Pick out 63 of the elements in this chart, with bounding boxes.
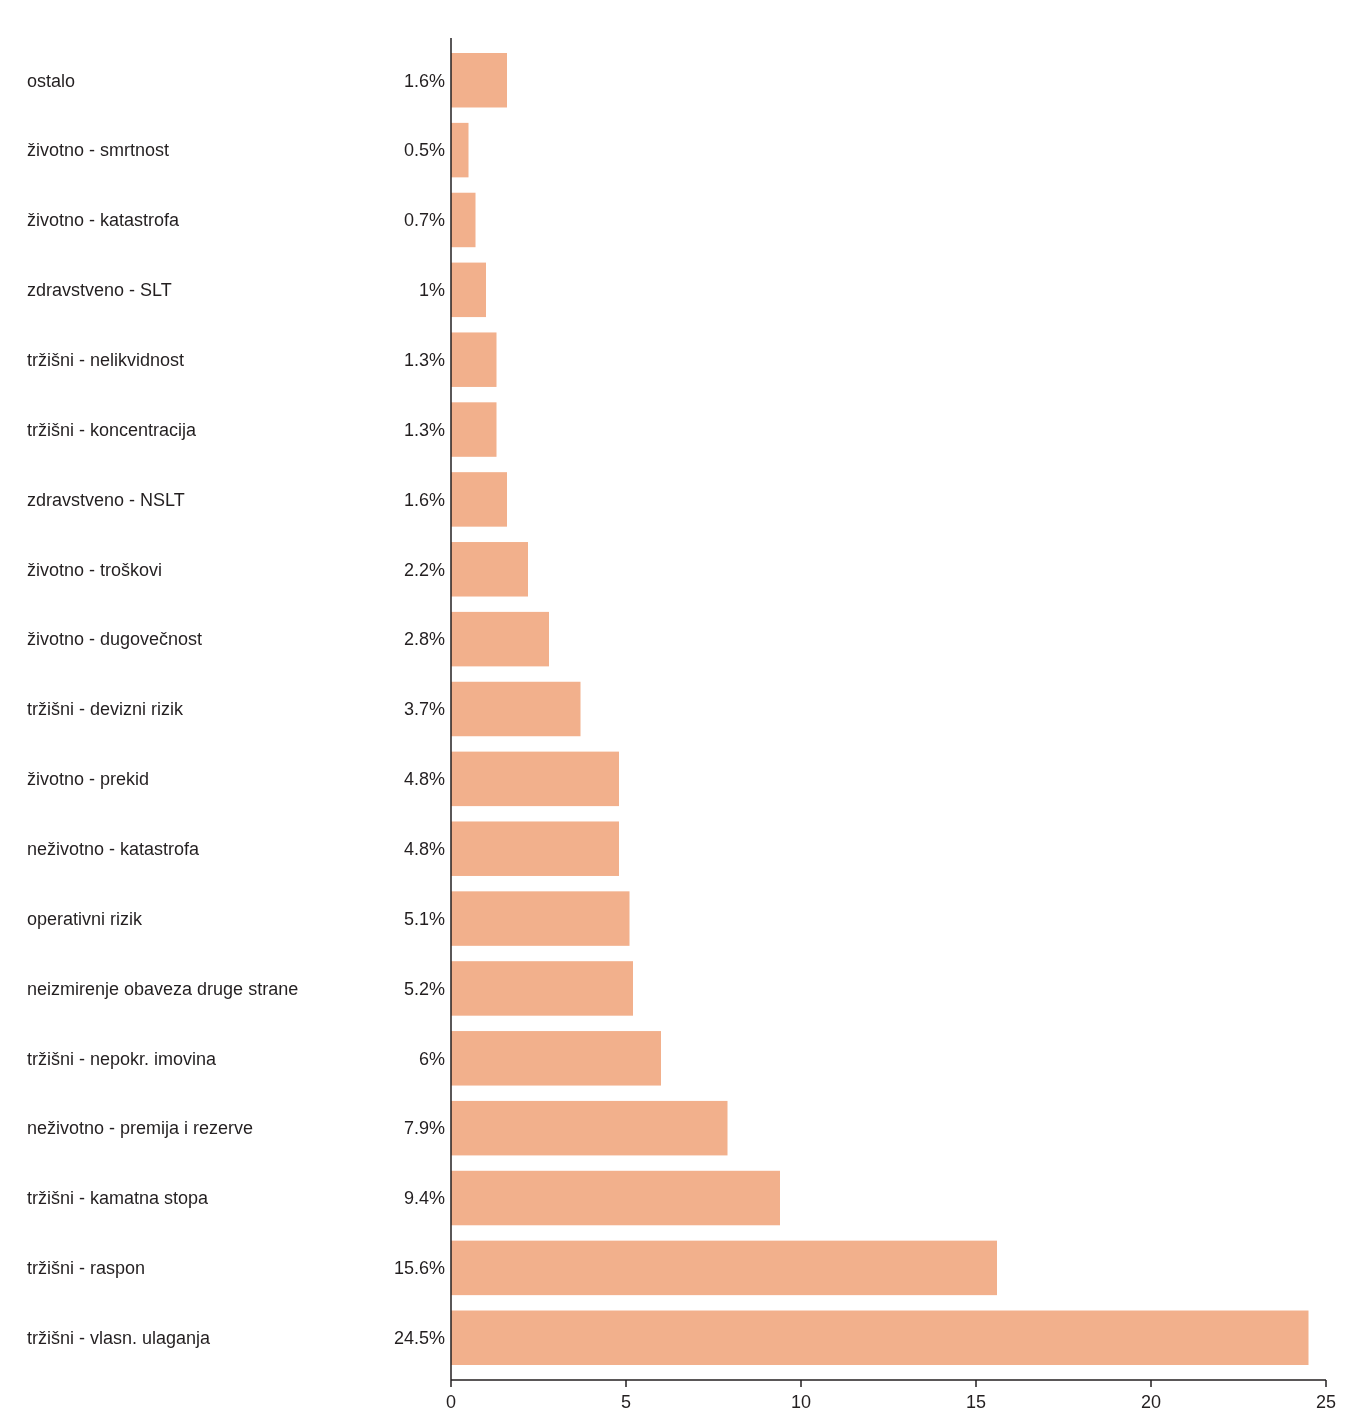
y-tick-label: tržišni - vlasn. ulaganja	[27, 1328, 212, 1349]
data-label: 4.8%	[403, 839, 445, 860]
data-label: 9.4%	[403, 1188, 445, 1209]
data-label: 0.5%	[403, 140, 445, 161]
y-tick-label: tržišni - raspon	[27, 1258, 146, 1279]
bar	[451, 332, 497, 387]
data-label: 1.6%	[403, 489, 445, 510]
bar	[451, 611, 549, 667]
data-label: 15.6%	[393, 1258, 445, 1279]
bar	[451, 472, 507, 527]
bar	[451, 891, 630, 946]
y-tick-label: zdravstveno - NSLT	[27, 489, 185, 510]
y-tick-label: tržišni - nepokr. imovina	[27, 1048, 218, 1069]
x-tick-label: 15	[965, 1392, 987, 1412]
y-tick-label: tržišni - koncentracija	[27, 419, 198, 440]
data-label: 5.1%	[403, 908, 445, 929]
y-tick-label: životno - prekid	[27, 769, 150, 790]
x-tick-label: 10	[790, 1392, 812, 1412]
y-tick-label: životno - dugovečnost	[27, 629, 203, 650]
bar	[451, 1240, 997, 1296]
data-label: 7.9%	[403, 1118, 445, 1139]
bar	[451, 1310, 1309, 1365]
data-label: 1.3%	[403, 419, 445, 440]
y-tick-label: tržišni - nelikvidnost	[27, 349, 185, 370]
x-tick-label: 0	[445, 1392, 457, 1412]
y-tick-label: zdravstveno - SLT	[27, 280, 172, 301]
bar	[451, 821, 619, 876]
y-tick-label: tržišni - devizni rizik	[27, 699, 185, 720]
bar	[451, 751, 619, 807]
bar	[451, 961, 633, 1016]
y-tick-label: neživotno - katastrofa	[27, 839, 201, 860]
bar	[451, 681, 581, 737]
data-label: 1%	[418, 280, 445, 301]
bar	[451, 1170, 780, 1226]
y-tick-label: operativni rizik	[27, 908, 144, 929]
y-tick-label: neizmirenje obaveza druge strane	[27, 978, 299, 999]
bar	[451, 402, 497, 457]
y-tick-label: neživotno - premija i rezerve	[27, 1118, 254, 1139]
bar	[451, 122, 469, 178]
data-label: 4.8%	[403, 769, 445, 790]
data-label: 1.6%	[403, 70, 445, 91]
y-tick-label: tržišni - kamatna stopa	[27, 1188, 210, 1209]
data-label: 1.3%	[403, 349, 445, 370]
data-label: 5.2%	[403, 978, 445, 999]
bar	[451, 262, 486, 318]
data-label: 0.7%	[403, 210, 445, 231]
data-label: 3.7%	[403, 699, 445, 720]
data-label: 24.5%	[393, 1328, 445, 1349]
bar	[451, 192, 476, 248]
x-tick-label: 5	[620, 1392, 632, 1412]
x-tick-label: 25	[1315, 1392, 1337, 1412]
data-label: 6%	[418, 1048, 445, 1069]
y-tick-label: životno - troškovi	[27, 559, 163, 580]
bar	[451, 1100, 728, 1156]
y-tick-label: ostalo	[27, 70, 76, 91]
bar	[451, 1031, 661, 1086]
y-tick-label: životno - smrtnost	[27, 140, 170, 161]
x-tick-label: 20	[1140, 1392, 1162, 1412]
y-tick-label: životno - katastrofa	[27, 210, 181, 231]
bar	[451, 53, 507, 108]
bar	[451, 542, 528, 597]
data-label: 2.2%	[403, 559, 445, 580]
data-label: 2.8%	[403, 629, 445, 650]
